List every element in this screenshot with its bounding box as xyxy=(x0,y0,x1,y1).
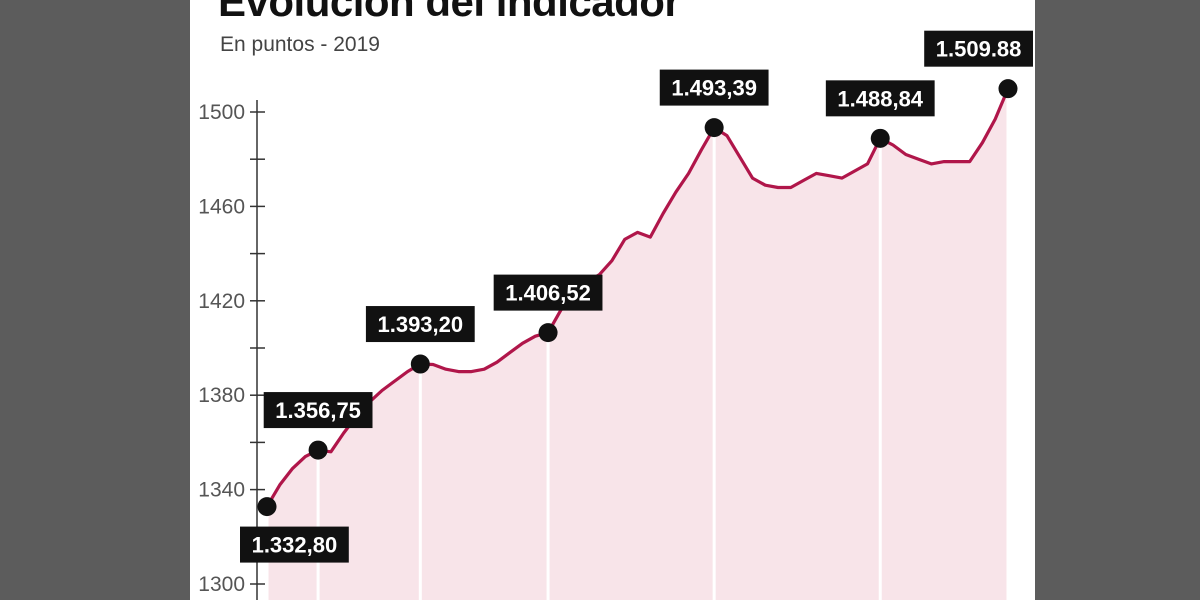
value-callout-box xyxy=(240,526,349,563)
y-tick-label-1380: 1380 xyxy=(198,384,245,407)
chart-title: Evolución del indicador xyxy=(218,0,681,25)
value-callout-1: 1.356,75 xyxy=(263,392,373,429)
series-area-fill xyxy=(267,88,1008,600)
value-callout-5: 1.488,84 xyxy=(825,80,935,117)
value-callout-label: 1.406,52 xyxy=(505,281,591,306)
highlight-marker-0 xyxy=(257,497,277,517)
value-callout-4: 1.493,39 xyxy=(659,69,769,106)
value-callout-box xyxy=(825,80,935,117)
y-tick-label-1420: 1420 xyxy=(198,290,245,313)
y-tick-label-1300: 1300 xyxy=(198,573,245,596)
value-callout-box xyxy=(365,306,475,343)
value-callout-box xyxy=(924,30,1033,67)
highlight-marker-6 xyxy=(998,79,1018,99)
value-callout-label: 1.356,75 xyxy=(275,398,361,423)
value-callout-label: 1.509.88 xyxy=(936,37,1022,62)
y-tick-label-1500: 1500 xyxy=(198,101,245,124)
value-callout-label: 1.488,84 xyxy=(837,86,923,111)
value-callout-box xyxy=(263,392,373,429)
value-callout-label: 1.493,39 xyxy=(671,76,757,101)
highlight-marker-4 xyxy=(704,118,724,138)
value-callout-0: 1.332,80 xyxy=(240,526,349,563)
value-callout-box xyxy=(493,274,603,311)
chart-subtitle: En puntos - 2019 xyxy=(220,33,380,56)
y-tick-label-1460: 1460 xyxy=(198,195,245,218)
y-tick-label-1340: 1340 xyxy=(198,479,245,502)
line-area-chart: 1300 1340 1380 1420 1460 1500 1.332,80 1.356,7… xyxy=(198,30,1033,600)
chart-panel: Evolución del indicador En puntos - 2019… xyxy=(190,0,1035,600)
value-callout-box xyxy=(659,69,769,106)
highlight-marker-2 xyxy=(410,354,430,374)
highlight-marker-1 xyxy=(308,440,328,460)
highlight-marker-5 xyxy=(870,128,890,148)
value-callout-label: 1.393,20 xyxy=(377,312,463,337)
value-callout-3: 1.406,52 xyxy=(493,274,603,311)
value-callout-2: 1.393,20 xyxy=(365,306,475,343)
value-callout-6: 1.509.88 xyxy=(924,30,1033,67)
highlight-marker-3 xyxy=(538,323,558,343)
value-callout-label: 1.332,80 xyxy=(252,533,338,558)
